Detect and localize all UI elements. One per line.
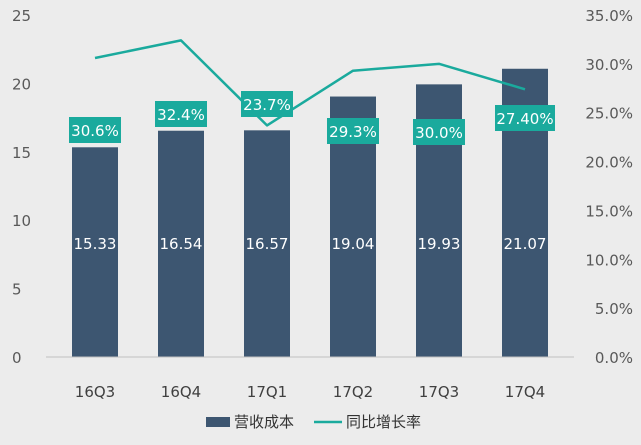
growth-value-label: 29.3%: [329, 123, 377, 141]
x-axis-tick-label: 17Q1: [247, 383, 287, 401]
legend-bar-swatch: [206, 417, 230, 427]
x-axis-tick-label: 16Q3: [75, 383, 115, 401]
x-axis-tick-label: 16Q4: [161, 383, 201, 401]
legend-bar-label: 营收成本: [234, 413, 294, 431]
bar-value-label: 21.07: [504, 235, 547, 253]
growth-label-box: [155, 101, 207, 127]
right-axis-tick-label: 15.0%: [585, 202, 633, 220]
left-axis-tick-label: 10: [12, 212, 31, 230]
left-axis-tick-label: 0: [12, 349, 22, 367]
growth-label-box: [241, 91, 293, 117]
bar-value-label: 19.93: [418, 235, 461, 253]
growth-label-box: [413, 119, 465, 145]
growth-label-box: [327, 118, 379, 144]
left-axis: 0 5 10 15 20 25: [12, 7, 31, 367]
growth-line: [94, 39, 526, 127]
x-axis: 16Q3 16Q4 17Q1 17Q2 17Q3 17Q4: [46, 356, 574, 401]
bar: [244, 130, 290, 357]
left-axis-tick-label: 20: [12, 75, 31, 93]
right-axis-tick-label: 10.0%: [585, 251, 633, 269]
right-axis: 0.0% 5.0% 10.0% 15.0% 20.0% 25.0% 30.0% 35.0%: [585, 7, 633, 367]
bar-value-label: 16.57: [246, 235, 289, 253]
bar-value-label: 19.04: [332, 235, 375, 253]
bar-value-label: 16.54: [160, 235, 203, 253]
legend-line-label: 同比增长率: [346, 413, 421, 431]
right-axis-tick-label: 25.0%: [585, 105, 633, 123]
x-axis-tick-label: 17Q3: [419, 383, 459, 401]
bar-value-label: 15.33: [74, 235, 117, 253]
growth-line-series: [94, 39, 526, 127]
growth-value-labels: 30.6% 32.4% 23.7% 29.3% 30.0% 27.40%: [69, 91, 555, 145]
x-axis-tick-label: 17Q2: [333, 383, 373, 401]
growth-value-label: 30.6%: [71, 122, 119, 140]
right-axis-tick-label: 20.0%: [585, 154, 633, 172]
growth-value-label: 23.7%: [243, 96, 291, 114]
legend: 营收成本 同比增长率: [206, 413, 421, 431]
growth-value-label: 32.4%: [157, 106, 205, 124]
right-axis-tick-label: 0.0%: [595, 349, 633, 367]
left-axis-tick-label: 5: [12, 281, 22, 299]
bar: [158, 130, 204, 357]
x-axis-tick-label: 17Q4: [505, 383, 545, 401]
growth-value-label: 30.0%: [415, 124, 463, 142]
bar-series: [72, 68, 548, 358]
right-axis-tick-label: 35.0%: [585, 7, 633, 25]
left-axis-tick-label: 25: [12, 7, 31, 25]
growth-label-box: [69, 117, 121, 143]
growth-label-box: [495, 105, 555, 131]
bar: [72, 147, 118, 357]
growth-value-label: 27.40%: [496, 110, 553, 128]
right-axis-tick-label: 30.0%: [585, 56, 633, 74]
bar-value-labels: 15.33 16.54 16.57 19.04 19.93 21.07: [74, 235, 547, 253]
right-axis-tick-label: 5.0%: [595, 300, 633, 318]
left-axis-tick-label: 15: [12, 144, 31, 162]
